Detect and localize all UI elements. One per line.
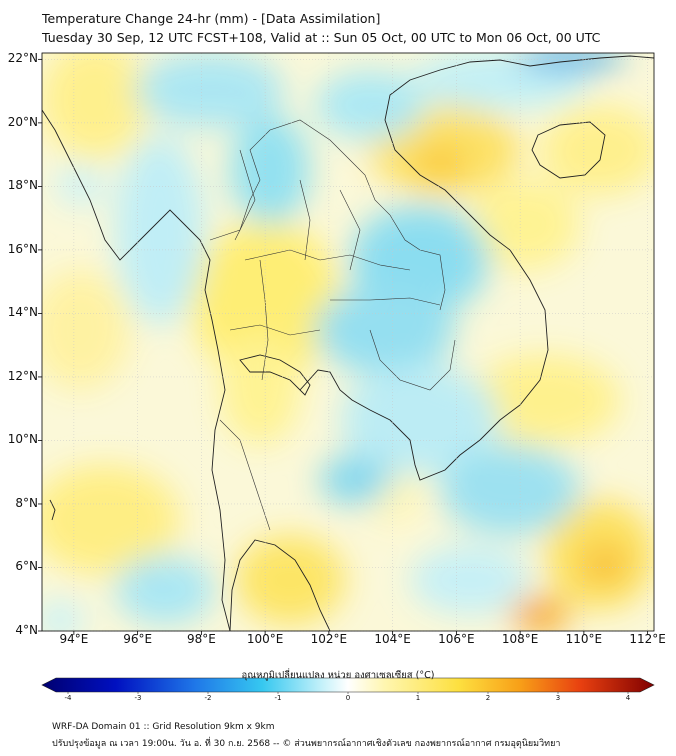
colorbar-tick-label: -4 — [64, 694, 72, 702]
colorbar-tick-label: 2 — [485, 694, 491, 702]
footer-credit: ปรับปรุงข้อมูล ณ เวลา 19:00น. วัน อ. ที่… — [52, 739, 561, 749]
map-title: Temperature Change 24-hr (mm) - [Data As… — [42, 11, 381, 26]
lat-tick-label: 16°N — [7, 241, 38, 256]
temperature-field — [42, 53, 654, 631]
lon-tick-label: 98°E — [186, 632, 216, 646]
colorbar-tick-label: 0 — [345, 694, 351, 702]
province-borders — [209, 119, 456, 531]
lon-tick-label: 102°E — [310, 632, 348, 646]
map-frame — [41, 52, 655, 632]
colorbar-tick-label: -1 — [274, 694, 282, 702]
lon-tick-label: 106°E — [438, 632, 475, 646]
lat-tick-label: 18°N — [7, 178, 38, 193]
colorbar-tick-label: -2 — [204, 694, 212, 702]
footer-model-info: WRF-DA Domain 01 :: Grid Resolution 9km … — [52, 722, 275, 732]
axis-ticks — [38, 58, 649, 635]
lat-tick-label: 22°N — [7, 51, 38, 66]
colorbar-tick-label: 1 — [415, 694, 421, 702]
colorbar-tick-label: -3 — [134, 694, 142, 702]
map-subtitle: Tuesday 30 Sep, 12 UTC FCST+108, Valid a… — [42, 30, 601, 45]
colorbar-bar — [41, 677, 655, 693]
lon-tick-label: 112°E — [629, 632, 666, 646]
colorbar-tick-label: 3 — [555, 694, 561, 702]
lon-tick-label: 100°E — [246, 632, 284, 646]
lon-tick-label: 108°E — [501, 632, 539, 646]
colorbar-tick-label: 4 — [625, 694, 631, 702]
colorbar-label: อุณหภูมิเปลี่ยนแปลง หน่วย องศาเซลเซียส (… — [241, 670, 435, 681]
lat-tick-label: 10°N — [7, 432, 38, 447]
lon-tick-label: 110°E — [565, 632, 603, 646]
lat-tick-label: 12°N — [7, 368, 38, 383]
lon-tick-label: 94°E — [59, 632, 89, 646]
colorbar — [41, 677, 655, 694]
lat-tick-label: 4°N — [15, 623, 38, 637]
lat-tick-label: 6°N — [15, 559, 38, 574]
graticule — [42, 53, 654, 632]
lat-tick-label: 20°N — [7, 114, 38, 129]
lat-tick-label: 14°N — [7, 305, 38, 320]
lon-tick-label: 96°E — [123, 632, 153, 646]
lat-tick-label: 8°N — [15, 495, 38, 510]
lon-tick-label: 104°E — [374, 632, 411, 646]
